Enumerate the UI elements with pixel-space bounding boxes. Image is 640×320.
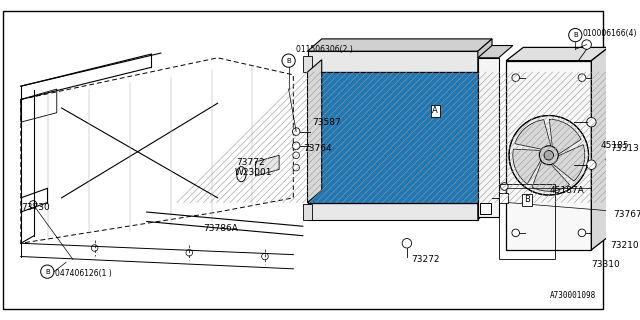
Text: A730001098: A730001098 [550, 291, 596, 300]
Circle shape [186, 249, 193, 256]
Text: 73210: 73210 [611, 241, 639, 250]
Polygon shape [532, 159, 570, 191]
Polygon shape [591, 47, 609, 250]
Ellipse shape [237, 167, 246, 182]
Polygon shape [303, 204, 312, 220]
Circle shape [578, 229, 586, 237]
Circle shape [540, 146, 558, 165]
Text: B: B [524, 195, 530, 204]
Circle shape [292, 142, 300, 149]
Text: 73272: 73272 [412, 255, 440, 264]
Polygon shape [478, 45, 513, 58]
Circle shape [509, 116, 589, 195]
Text: 047406126(1 ): 047406126(1 ) [55, 269, 111, 278]
Polygon shape [255, 155, 279, 176]
Circle shape [512, 74, 520, 82]
Circle shape [262, 253, 268, 260]
Bar [499, 184, 556, 259]
Text: 73310: 73310 [591, 260, 620, 268]
Circle shape [293, 164, 300, 171]
Circle shape [41, 265, 54, 278]
Polygon shape [551, 145, 585, 181]
Polygon shape [478, 190, 492, 220]
Polygon shape [308, 51, 478, 72]
Text: 011506306(2 ): 011506306(2 ) [296, 45, 353, 54]
Circle shape [402, 238, 412, 248]
Polygon shape [308, 60, 322, 203]
Circle shape [587, 160, 596, 170]
Bar [506, 61, 591, 250]
Polygon shape [478, 39, 492, 72]
Bar [308, 72, 478, 203]
Text: B: B [286, 58, 291, 64]
Polygon shape [308, 39, 492, 51]
Text: 73730: 73730 [21, 203, 49, 212]
Polygon shape [506, 47, 609, 61]
Polygon shape [513, 149, 543, 184]
Text: 73772: 73772 [236, 158, 265, 167]
Bar [478, 58, 499, 217]
Text: 73313: 73313 [611, 144, 639, 153]
Circle shape [587, 117, 596, 127]
Text: 73767: 73767 [613, 210, 640, 220]
Circle shape [582, 40, 591, 49]
Text: 45187A: 45187A [550, 186, 585, 195]
Bar [308, 72, 478, 203]
Circle shape [544, 150, 554, 160]
Circle shape [578, 74, 586, 82]
Circle shape [292, 128, 300, 135]
Text: 010006166(4): 010006166(4) [583, 29, 637, 38]
Text: B: B [573, 32, 578, 38]
Circle shape [569, 28, 582, 42]
Text: 45185: 45185 [601, 141, 630, 150]
Polygon shape [549, 119, 581, 156]
Text: A: A [433, 106, 438, 115]
Bar [480, 203, 491, 214]
Text: 73587: 73587 [312, 118, 341, 127]
Bar [308, 72, 478, 203]
Text: 73764: 73764 [303, 144, 332, 153]
Circle shape [29, 201, 37, 208]
Polygon shape [308, 190, 492, 203]
Text: B: B [45, 269, 50, 275]
Polygon shape [515, 120, 552, 150]
Circle shape [282, 54, 295, 67]
Text: 73786A: 73786A [204, 224, 238, 233]
Circle shape [512, 229, 520, 237]
Polygon shape [303, 56, 312, 72]
Circle shape [500, 183, 508, 190]
Polygon shape [308, 203, 478, 220]
Text: W23001: W23001 [235, 168, 272, 177]
Bar [499, 193, 508, 203]
Circle shape [293, 152, 300, 159]
Circle shape [92, 245, 98, 251]
